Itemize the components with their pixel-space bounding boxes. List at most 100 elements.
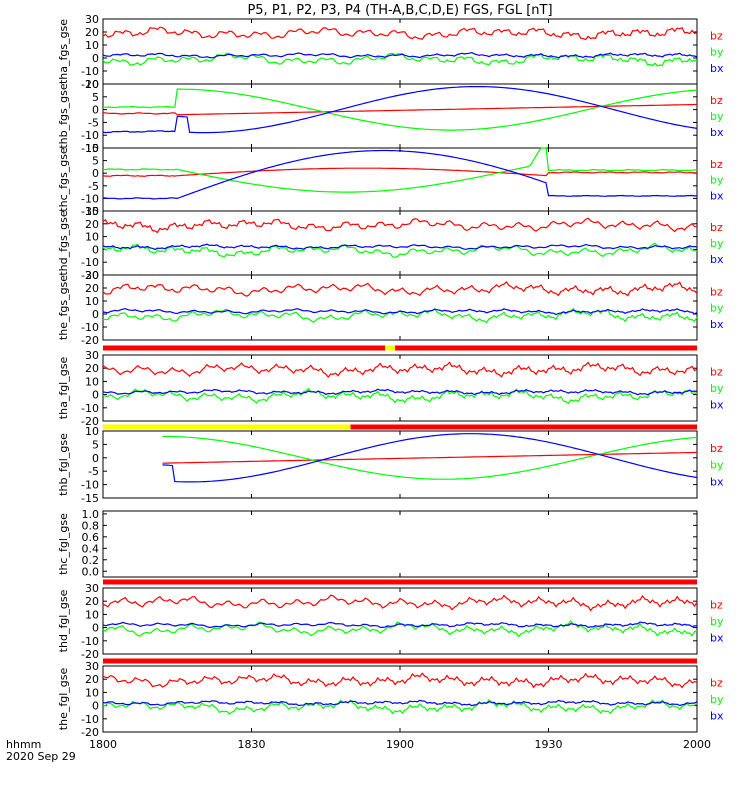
y-tick-label: 10: [85, 295, 99, 308]
mode-bar-segment: [103, 424, 351, 430]
y-tick-label: 10: [85, 686, 99, 699]
y-tick-label: -15: [81, 492, 99, 505]
y-tick-label: -5: [88, 465, 99, 478]
y-tick-label: 10: [85, 375, 99, 388]
mode-bar-segment: [385, 345, 396, 351]
y-tick-label: 30: [85, 269, 99, 282]
series-line-by: [162, 435, 698, 480]
legend-label: by: [710, 459, 724, 472]
y-tick-label: -10: [81, 635, 99, 648]
series-line-by: [102, 52, 698, 67]
mode-bar-segment: [103, 345, 386, 351]
series-line-bz: [102, 594, 698, 612]
legend-label: by: [710, 46, 724, 59]
x-tick-label: 1900: [386, 738, 414, 751]
series-line-bz: [102, 280, 698, 297]
panel-ylabel: tha_fgl_gse: [57, 357, 70, 420]
y-tick-label: 20: [85, 595, 99, 608]
y-tick-label: 10: [85, 231, 99, 244]
legend-label: bz: [710, 599, 723, 612]
legend-label: bz: [710, 221, 723, 234]
y-tick-label: 1.0: [82, 508, 100, 521]
y-tick-label: 0.6: [82, 531, 100, 544]
panel-frame: [102, 18, 698, 85]
series-line-bz: [102, 672, 698, 689]
mode-bar-segment: [350, 424, 697, 430]
series-line-bx: [102, 699, 698, 707]
legend-label: by: [710, 615, 724, 628]
y-tick-label: 30: [85, 349, 99, 362]
panel-ylabel: thc_fgl_gse: [57, 513, 70, 575]
series-line-bx: [162, 433, 698, 483]
series-line-by: [102, 88, 698, 131]
y-tick-label: 0: [92, 167, 99, 180]
legend-label: bx: [710, 475, 724, 488]
legend-label: bx: [710, 632, 724, 645]
y-tick-label: -5: [88, 180, 99, 193]
y-tick-label: -20: [81, 648, 99, 661]
y-tick-label: 10: [85, 78, 99, 91]
panel-frame: [102, 274, 698, 341]
mode-bar-segment: [395, 345, 697, 351]
panel-frame: [102, 510, 698, 578]
legend-label: bx: [710, 126, 724, 139]
y-tick-label: -10: [81, 129, 99, 142]
legend-label: by: [710, 110, 724, 123]
y-tick-label: 0.0: [82, 565, 100, 578]
y-tick-label: 30: [85, 582, 99, 595]
series-line-by: [103, 698, 698, 715]
series-line-bx: [102, 307, 698, 316]
legend-label: by: [710, 693, 724, 706]
y-tick-label: -10: [81, 713, 99, 726]
panel-thc_fgl_gse: 0.00.20.40.60.81.0 thc_fgl_gse: [57, 508, 698, 578]
panel-ylabel: thb_fgl_gse: [57, 433, 70, 496]
y-tick-label: 5: [92, 438, 99, 451]
legend-label: bz: [710, 366, 723, 379]
y-tick-label: 30: [85, 205, 99, 218]
y-tick-label: -5: [88, 116, 99, 129]
y-tick-label: -15: [81, 205, 99, 218]
y-tick-label: 30: [85, 660, 99, 673]
panel-ylabel: the_fgl_gse: [57, 668, 70, 731]
y-tick-label: 0.8: [82, 519, 100, 532]
y-tick-label: 10: [85, 608, 99, 621]
panel-frame: [102, 83, 698, 149]
legend-label: by: [710, 382, 724, 395]
date-label: 2020 Sep 29: [6, 750, 76, 763]
x-tick-label: 1800: [89, 738, 117, 751]
y-tick-label: -20: [81, 415, 99, 428]
y-tick-label: -10: [81, 256, 99, 269]
legend-label: by: [710, 174, 724, 187]
mode-bar-segment: [103, 658, 697, 664]
legend-label: bx: [710, 189, 724, 202]
y-tick-label: -15: [81, 142, 99, 155]
y-tick-label: 5: [92, 155, 99, 168]
y-tick-label: 0: [92, 622, 99, 635]
panel-ylabel: thc_fgs_gse: [57, 147, 70, 212]
y-tick-label: 0: [92, 52, 99, 65]
legend-label: by: [710, 237, 724, 250]
y-tick-label: -10: [81, 321, 99, 334]
panel-ylabel: thd_fgl_gse: [57, 589, 70, 652]
y-tick-label: 5: [92, 91, 99, 104]
y-tick-label: -10: [81, 65, 99, 78]
panel-ylabel: thd_fgs_gse: [57, 210, 70, 276]
x-tick-label: 1930: [535, 738, 563, 751]
y-tick-label: -10: [81, 192, 99, 205]
y-tick-label: 0: [92, 452, 99, 465]
legend-label: bz: [710, 677, 723, 690]
series-line-bx: [102, 621, 697, 629]
series-line-by: [102, 147, 698, 193]
panel-ylabel: tha_fgs_gse: [57, 19, 70, 84]
legend-label: bx: [710, 253, 724, 266]
panel-ylabel: the_fgs_gse: [57, 275, 70, 340]
